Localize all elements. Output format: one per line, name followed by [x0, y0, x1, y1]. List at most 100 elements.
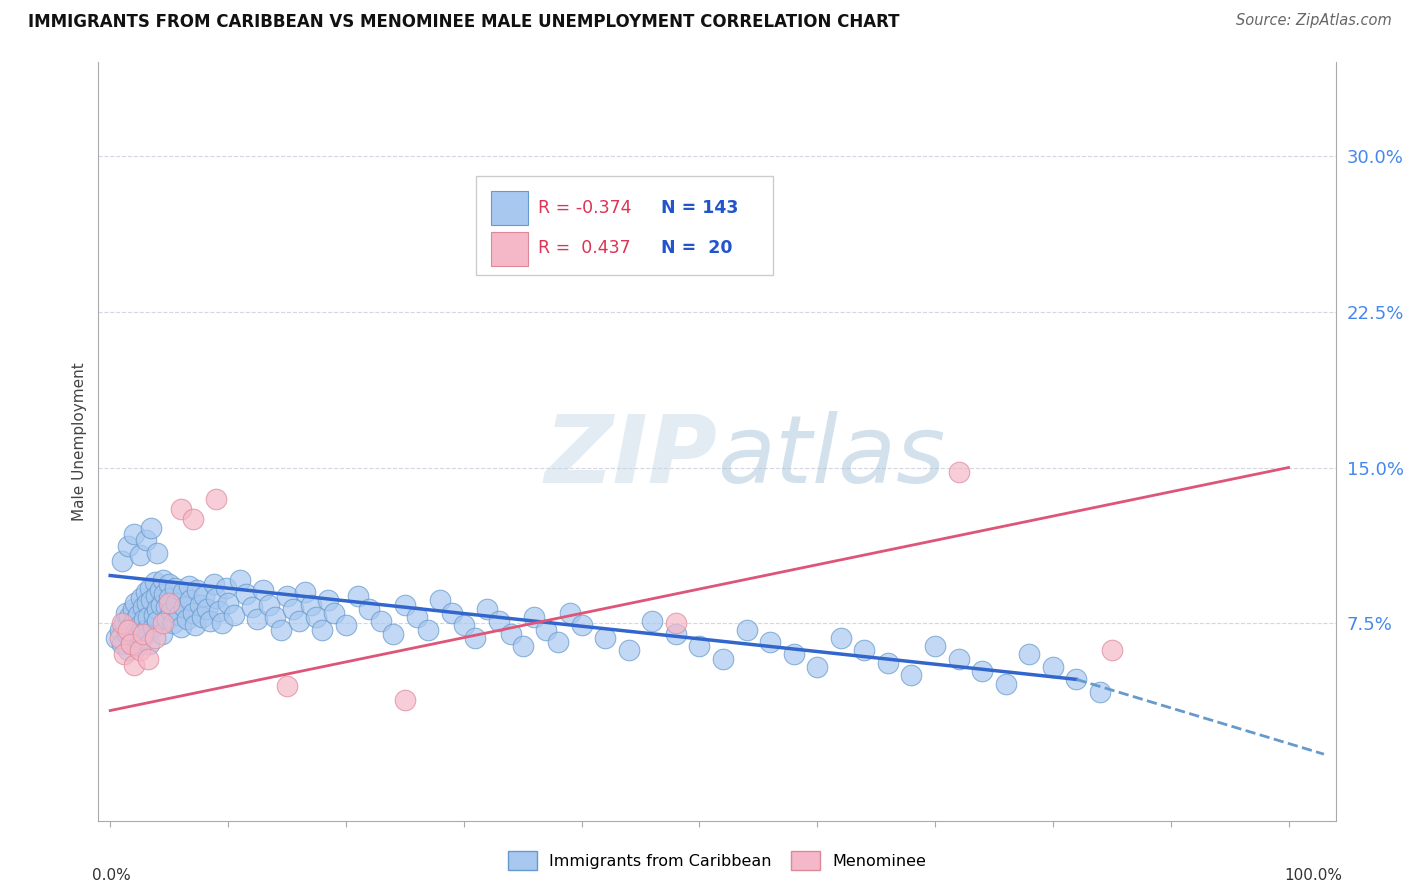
FancyBboxPatch shape	[475, 177, 773, 275]
Bar	[491, 232, 527, 266]
Point	[972, 664, 994, 678]
Point	[124, 595, 146, 609]
Point	[558, 606, 581, 620]
Point	[136, 610, 159, 624]
Point	[111, 616, 134, 631]
Text: 100.0%: 100.0%	[1284, 868, 1341, 883]
Point	[877, 656, 900, 670]
Text: IMMIGRANTS FROM CARIBBEAN VS MENOMINEE MALE UNEMPLOYMENT CORRELATION CHART: IMMIGRANTS FROM CARIBBEAN VS MENOMINEE M…	[28, 13, 900, 31]
Point	[181, 512, 204, 526]
Point	[405, 610, 427, 624]
Point	[143, 631, 166, 645]
Point	[170, 620, 193, 634]
Point	[173, 599, 195, 614]
Bar	[491, 191, 527, 226]
Point	[305, 610, 328, 624]
Point	[152, 616, 174, 631]
Point	[163, 581, 186, 595]
Point	[264, 610, 287, 624]
Point	[179, 593, 201, 607]
Point	[142, 620, 165, 634]
Point	[202, 577, 225, 591]
Point	[108, 631, 131, 645]
Point	[464, 631, 486, 645]
Point	[149, 598, 172, 612]
Point	[215, 581, 238, 595]
Point	[145, 589, 167, 603]
Point	[122, 527, 145, 541]
Point	[167, 607, 190, 622]
Point	[117, 623, 139, 637]
Point	[172, 585, 194, 599]
Point	[246, 612, 269, 626]
Point	[1088, 685, 1111, 699]
Point	[156, 612, 179, 626]
Point	[1066, 673, 1088, 687]
Point	[276, 589, 298, 603]
Point	[127, 607, 149, 622]
Point	[1042, 660, 1064, 674]
Point	[853, 643, 876, 657]
Point	[512, 639, 534, 653]
Point	[222, 607, 245, 622]
Point	[176, 612, 198, 626]
Point	[382, 626, 405, 640]
Point	[665, 616, 688, 631]
Legend: Immigrants from Caribbean, Menominee: Immigrants from Caribbean, Menominee	[508, 851, 927, 870]
Point	[143, 574, 166, 589]
Point	[924, 639, 946, 653]
Point	[184, 618, 207, 632]
Point	[128, 643, 150, 657]
Point	[477, 601, 499, 615]
Point	[688, 639, 710, 653]
Point	[155, 599, 177, 614]
Point	[121, 601, 143, 615]
Point	[135, 585, 157, 599]
Point	[152, 573, 174, 587]
Point	[617, 643, 640, 657]
Text: 0.0%: 0.0%	[93, 868, 131, 883]
Point	[287, 614, 309, 628]
Point	[135, 595, 157, 609]
Point	[316, 593, 339, 607]
Point	[499, 626, 522, 640]
Point	[115, 626, 138, 640]
Point	[335, 618, 357, 632]
Text: N =  20: N = 20	[661, 239, 733, 257]
Point	[131, 631, 153, 645]
Point	[323, 606, 346, 620]
Text: Source: ZipAtlas.com: Source: ZipAtlas.com	[1236, 13, 1392, 29]
Point	[186, 583, 208, 598]
Point	[134, 612, 156, 626]
Point	[112, 616, 135, 631]
Point	[259, 598, 281, 612]
Point	[782, 648, 804, 662]
Point	[270, 623, 292, 637]
Point	[948, 465, 970, 479]
Point	[120, 637, 142, 651]
Point	[193, 589, 215, 603]
Point	[211, 616, 233, 631]
Point	[120, 635, 142, 649]
Text: R =  0.437: R = 0.437	[537, 239, 630, 257]
Point	[948, 651, 970, 665]
Point	[195, 601, 218, 615]
Point	[191, 610, 214, 624]
Point	[205, 591, 228, 606]
Text: atlas: atlas	[717, 411, 945, 502]
Point	[311, 623, 333, 637]
Point	[641, 614, 664, 628]
Point	[105, 631, 128, 645]
Point	[711, 651, 734, 665]
Point	[830, 631, 852, 645]
Point	[112, 648, 135, 662]
Point	[229, 573, 252, 587]
Point	[162, 616, 184, 631]
Point	[122, 657, 145, 672]
Point	[994, 676, 1017, 690]
Point	[281, 601, 304, 615]
Text: R = -0.374: R = -0.374	[537, 199, 631, 217]
Point	[394, 598, 416, 612]
Point	[394, 693, 416, 707]
Point	[136, 651, 159, 665]
